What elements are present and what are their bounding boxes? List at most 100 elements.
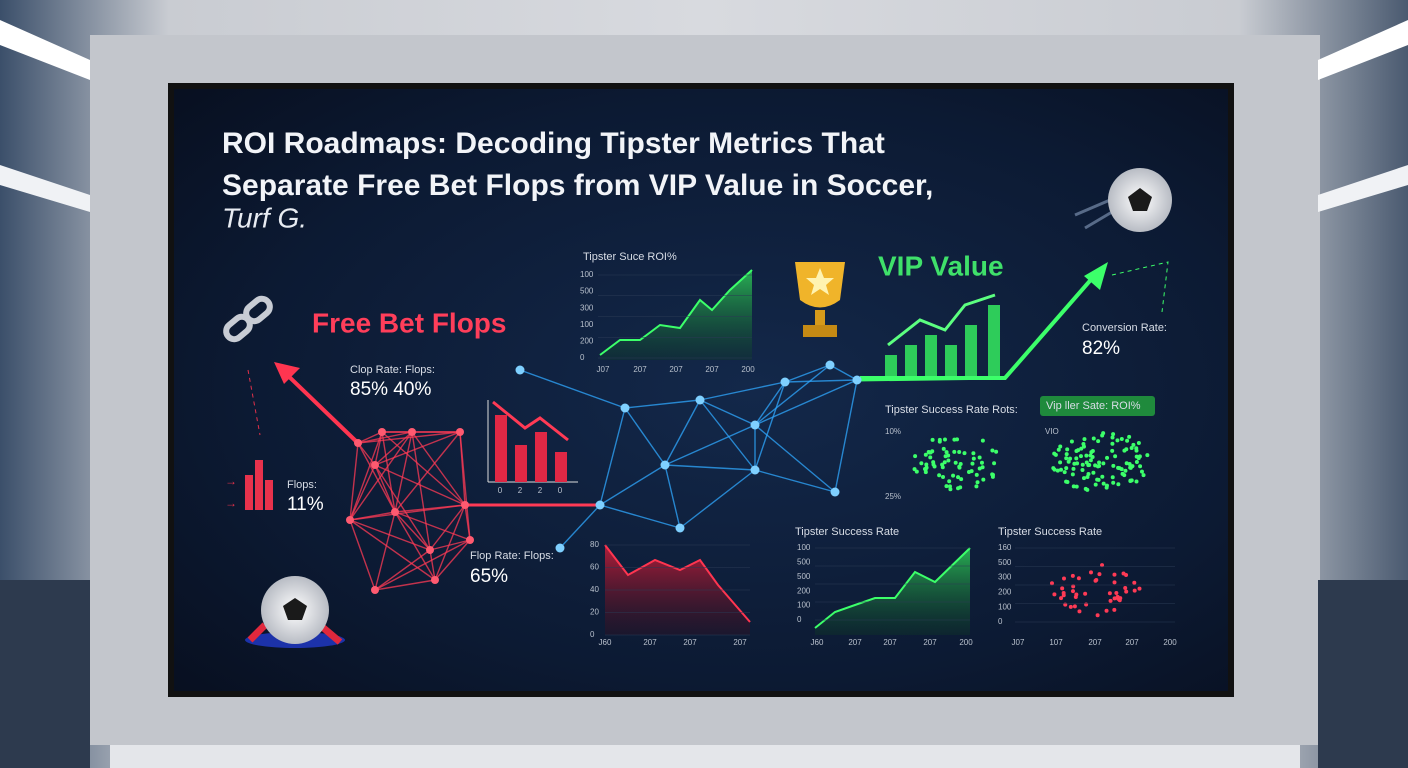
y-tick-label: 500 (797, 572, 811, 581)
scatter-point (1112, 572, 1117, 577)
network-link (434, 504, 466, 581)
scatter-point (1123, 468, 1128, 473)
scatter-point (977, 466, 982, 471)
y-tick-label: 500 (580, 287, 594, 296)
y-tick-label: 200 (580, 337, 594, 346)
ceiling-light (1318, 20, 1408, 80)
scatter-point (1114, 590, 1119, 595)
scatter-point (952, 449, 957, 454)
scatter-point (1070, 472, 1075, 477)
y-tick-label: 60 (590, 563, 599, 572)
x-tick-label: 207 (1088, 638, 1102, 647)
y-tick-label: 500 (998, 558, 1012, 567)
network-node (620, 403, 630, 413)
network-link (754, 469, 836, 493)
scatter-point (1111, 463, 1116, 468)
network-link (429, 539, 471, 551)
network-link (464, 504, 471, 541)
y-tick-label: 300 (580, 303, 594, 312)
scatter-point (1139, 469, 1144, 474)
scatter-point (1070, 573, 1075, 578)
dashed-line (247, 369, 261, 436)
stat-value: 11% (287, 494, 324, 515)
network-node (825, 360, 835, 370)
network-link (624, 407, 666, 466)
tick-label: 0 (498, 486, 503, 495)
network-link (429, 504, 466, 551)
panel-title: Tipster Success Rate (795, 526, 899, 538)
y-tick-label: 200 (797, 586, 811, 595)
scatter-point (948, 487, 953, 492)
network-link (349, 504, 466, 521)
scatter-point (1055, 468, 1060, 473)
scatter-point (1061, 576, 1066, 581)
scatter-point (1110, 441, 1115, 446)
scatter-point (930, 437, 935, 442)
scatter-point (1138, 464, 1143, 469)
scatter-point (977, 455, 982, 460)
scatter-point (1136, 440, 1141, 445)
x-tick-label: 207 (705, 365, 719, 374)
scatter-point (1124, 573, 1129, 578)
scatter-point (1084, 460, 1089, 465)
y-tick-label: 25% (885, 492, 901, 501)
scatter-point (1137, 454, 1142, 459)
scatter-point (912, 467, 917, 472)
network-link (664, 399, 701, 466)
scatter-point (1108, 598, 1113, 603)
scatter-point (940, 474, 945, 479)
network-link (829, 364, 858, 381)
svg-text:→: → (225, 496, 237, 510)
network-link (374, 464, 431, 551)
y-tick-label: 0 (580, 353, 585, 362)
scatter-point (974, 484, 979, 489)
scatter-point (1079, 446, 1084, 451)
scatter-point (1076, 576, 1081, 581)
scatter-point (1069, 439, 1074, 444)
network (346, 360, 1006, 594)
scatter-point (971, 451, 976, 456)
network-link (349, 519, 431, 551)
x-tick-label: 207 (669, 365, 683, 374)
network-node (555, 543, 565, 553)
scatter-point (1110, 475, 1115, 480)
network-link (754, 424, 836, 493)
network-node (780, 377, 790, 387)
scatter-point (944, 450, 949, 455)
scatter-point (1128, 465, 1133, 470)
declining-bars (487, 400, 578, 483)
network-link (357, 431, 383, 444)
scatter-point (958, 485, 963, 490)
x-tick-label: 207 (683, 638, 697, 647)
scatter-point (979, 460, 984, 465)
network-node (408, 428, 416, 436)
scatter-point (1049, 581, 1054, 586)
scatter-point (1134, 454, 1139, 459)
scatter-point (1071, 466, 1076, 471)
scatter-point (981, 477, 986, 482)
network-node (675, 523, 685, 533)
green-area-chart (814, 547, 971, 635)
network-node (595, 500, 605, 510)
scatter-point (1124, 589, 1129, 594)
scatter-point (1129, 446, 1134, 451)
scatter-point (1128, 478, 1133, 483)
scatter-point (1141, 473, 1146, 478)
scatter-point (1097, 572, 1102, 577)
scatter-point (1081, 476, 1086, 481)
x-tick-label: J07 (1012, 638, 1025, 647)
scatter-point (1116, 482, 1121, 487)
network-node (695, 395, 705, 405)
scatter-point (937, 437, 942, 442)
scatter-point (1101, 431, 1106, 436)
scatter-point (1110, 435, 1115, 440)
stat-label: Conversion Rate: (1082, 322, 1167, 334)
scatter-point (924, 462, 929, 467)
trophy-icon (795, 262, 845, 337)
arrow-head (1084, 262, 1108, 290)
network-link (599, 464, 666, 506)
arrow-head (274, 362, 300, 384)
scatter-point (952, 437, 957, 442)
scatter-point (957, 449, 962, 454)
